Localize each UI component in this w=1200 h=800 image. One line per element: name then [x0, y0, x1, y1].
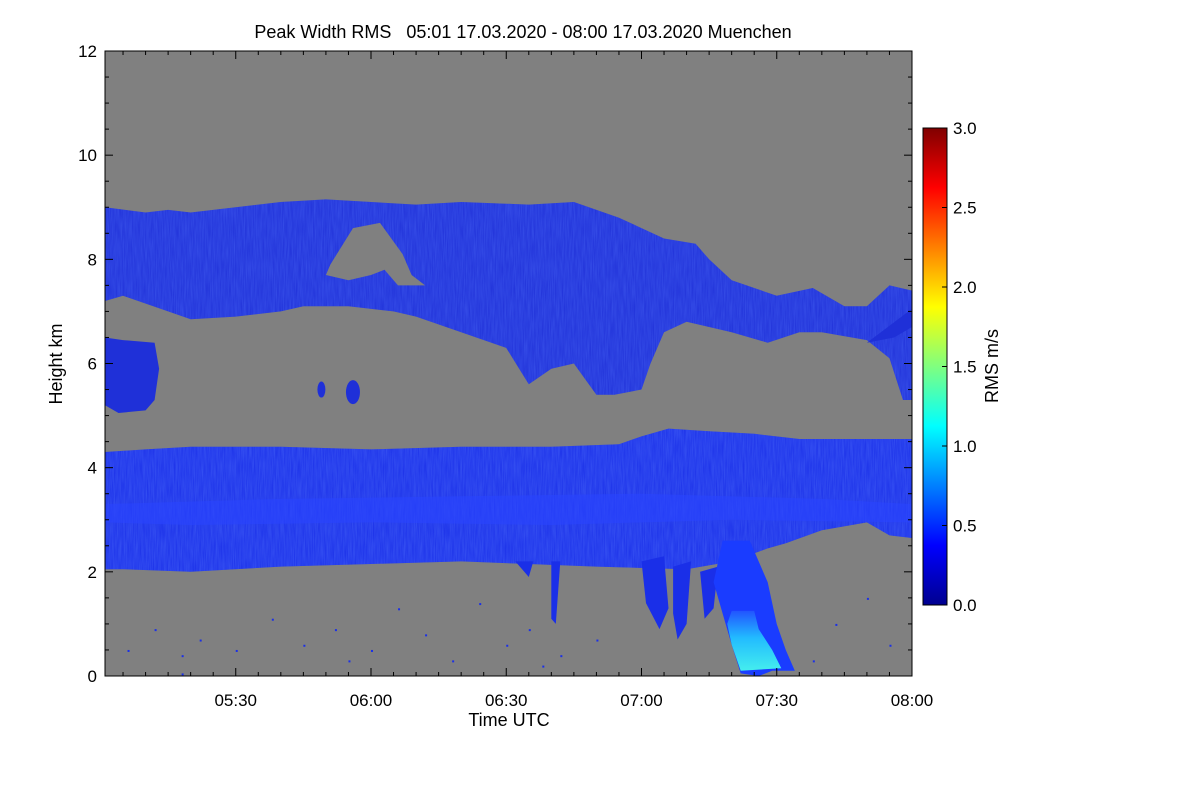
x-tick-label: 05:30	[214, 691, 257, 710]
noise-dot	[370, 649, 373, 652]
noise-dot	[542, 665, 545, 668]
noise-dot	[452, 660, 455, 663]
y-tick-label: 0	[88, 667, 97, 686]
noise-dot	[596, 639, 599, 642]
noise-dot	[348, 660, 351, 663]
y-axis-label: Height km	[46, 323, 66, 404]
noise-dot	[235, 649, 238, 652]
noise-dot	[506, 644, 509, 647]
colorbar-tick-label: 0.0	[953, 596, 977, 615]
y-tick-label: 2	[88, 563, 97, 582]
x-tick-label: 06:00	[350, 691, 393, 710]
x-axis-label: Time UTC	[468, 710, 549, 730]
noise-dot	[889, 644, 892, 647]
noise-dot	[479, 603, 482, 606]
noise-dot	[181, 673, 184, 676]
noise-dot	[154, 629, 157, 632]
precipitation-shaft-core	[727, 610, 782, 671]
colorbar-tick-label: 2.0	[953, 278, 977, 297]
y-axis: 0 2 4 6 8 10 12	[78, 42, 912, 686]
noise-dot	[398, 608, 401, 611]
mid-cloud-patch	[105, 337, 160, 413]
colorbar-tick-label: 1.5	[953, 358, 977, 377]
noise-dot	[271, 618, 274, 621]
x-axis: 05:30 06:00 06:30 07:00 07:30 08:00	[122, 51, 934, 710]
fall-streak	[700, 566, 719, 619]
plot-background	[105, 51, 912, 676]
upper-cloud-texture	[105, 199, 912, 400]
y-tick-label: 12	[78, 42, 97, 61]
noise-dot	[425, 634, 428, 637]
noise-dot	[303, 644, 306, 647]
y-tick-label: 4	[88, 459, 97, 478]
noise-dot	[835, 623, 838, 626]
chart-title: Peak Width RMS 05:01 17.03.2020 - 08:00 …	[254, 22, 792, 42]
upper-layer-gap	[325, 222, 426, 286]
x-tick-label: 06:30	[485, 691, 528, 710]
colorbar-tick-label: 3.0	[953, 119, 977, 138]
x-tick-label: 07:30	[755, 691, 798, 710]
noise-dot	[181, 655, 184, 658]
colorbar-tick-label: 1.0	[953, 437, 977, 456]
fall-streak	[515, 561, 534, 577]
fall-streak	[641, 556, 669, 630]
noise-dot	[866, 597, 869, 600]
noise-dot	[199, 639, 202, 642]
noise-dot	[812, 660, 815, 663]
colorbar-ticks: 0.0 0.5 1.0 1.5 2.0 2.5 3.0	[942, 119, 977, 615]
y-tick-label: 10	[78, 146, 97, 165]
colorbar-tick-label: 0.5	[953, 517, 977, 536]
x-tick-label: 08:00	[891, 691, 934, 710]
fall-streak	[551, 561, 561, 624]
colorbar-label: RMS m/s	[982, 329, 1002, 403]
noise-dot	[334, 629, 337, 632]
y-tick-label: 8	[88, 250, 97, 269]
small-cloud-blob	[345, 380, 360, 405]
fall-streak	[673, 561, 692, 640]
y-tick-label: 6	[88, 355, 97, 374]
lower-cloud-core	[105, 493, 912, 525]
x-tick-label: 07:00	[620, 691, 663, 710]
upper-layer-fragment	[866, 308, 912, 343]
noise-dot	[127, 649, 130, 652]
small-cloud-blob	[317, 381, 326, 398]
noise-dot	[560, 655, 563, 658]
colorbar-tick-label: 2.5	[953, 199, 977, 218]
noise-dot	[528, 629, 531, 632]
